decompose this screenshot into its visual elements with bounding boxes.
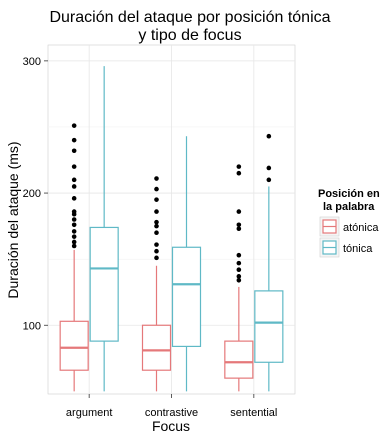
outlier-point <box>154 209 159 214</box>
x-tick-label: contrastive <box>145 407 198 419</box>
x-axis-label: Focus <box>152 418 190 434</box>
outlier-point <box>236 222 242 228</box>
outlier-point <box>236 164 242 169</box>
outlier-point <box>71 148 77 154</box>
outlier-point <box>154 223 159 229</box>
legend-label: atónica <box>343 222 379 234</box>
outlier-point <box>154 197 159 202</box>
y-tick-label: 200 <box>23 188 41 200</box>
outlier-point <box>71 217 77 222</box>
outlier-point <box>154 176 159 181</box>
outlier-point <box>236 170 242 176</box>
outlier-point <box>71 229 77 234</box>
box-layer <box>59 66 284 392</box>
outlier-point <box>266 133 272 139</box>
box-group-atónica-contrastive <box>141 176 172 392</box>
grid-layer <box>48 45 295 394</box>
chart-title-line-2: y tipo de focus <box>138 27 241 44</box>
box-group-atónica-argument <box>59 123 89 392</box>
outlier-point <box>154 230 159 236</box>
outlier-point <box>236 226 242 232</box>
axis-layer: 100 200 300 argument contrastive sentential <box>23 56 278 419</box>
outlier-point <box>154 219 159 225</box>
outlier-point <box>154 255 159 261</box>
outlier-point <box>71 239 77 245</box>
box <box>89 226 119 342</box>
x-tick-label: sentential <box>230 407 277 419</box>
outlier-point <box>71 177 77 183</box>
outlier-point <box>154 242 159 247</box>
legend-key-atónica <box>319 216 340 237</box>
outlier-point <box>71 123 77 128</box>
outlier-point <box>71 209 77 214</box>
legend-title-line-1: Posición en <box>318 188 380 200</box>
outlier-point <box>71 196 77 201</box>
outlier-point <box>236 278 242 283</box>
box <box>141 324 172 371</box>
box-group-atónica-sentential <box>224 164 254 392</box>
outlier-point <box>154 248 159 254</box>
box-group-tónica-argument <box>89 66 119 392</box>
chart-title-line-1: Duración del ataque por posición tónica <box>49 9 330 26</box>
outlier-point <box>236 260 242 266</box>
box <box>254 290 284 363</box>
legend-label: tónica <box>343 243 373 255</box>
box <box>171 246 202 348</box>
outlier-point <box>71 137 77 143</box>
outlier-point <box>236 252 242 258</box>
outlier-point <box>71 184 77 189</box>
outlier-point <box>71 243 77 249</box>
legend-title-line-2: la palabra <box>323 201 375 213</box>
outlier-point <box>71 164 77 169</box>
x-tick-label: argument <box>66 407 112 419</box>
outlier-point <box>266 177 272 183</box>
legend-key-tónica <box>319 237 340 258</box>
y-axis-label: Duración del ataque (ms) <box>5 141 21 298</box>
outlier-point <box>266 165 272 171</box>
y-tick-label: 100 <box>23 320 41 332</box>
outlier-point <box>236 274 242 279</box>
y-tick-label: 300 <box>23 56 41 68</box>
box <box>59 320 89 371</box>
outlier-point <box>236 209 242 214</box>
box-group-tónica-contrastive <box>171 136 202 392</box>
outlier-point <box>71 234 77 239</box>
box <box>224 340 254 379</box>
box-group-tónica-sentential <box>254 133 284 392</box>
outlier-point <box>71 222 77 228</box>
outlier-point <box>154 186 159 192</box>
outlier-point <box>236 267 242 273</box>
